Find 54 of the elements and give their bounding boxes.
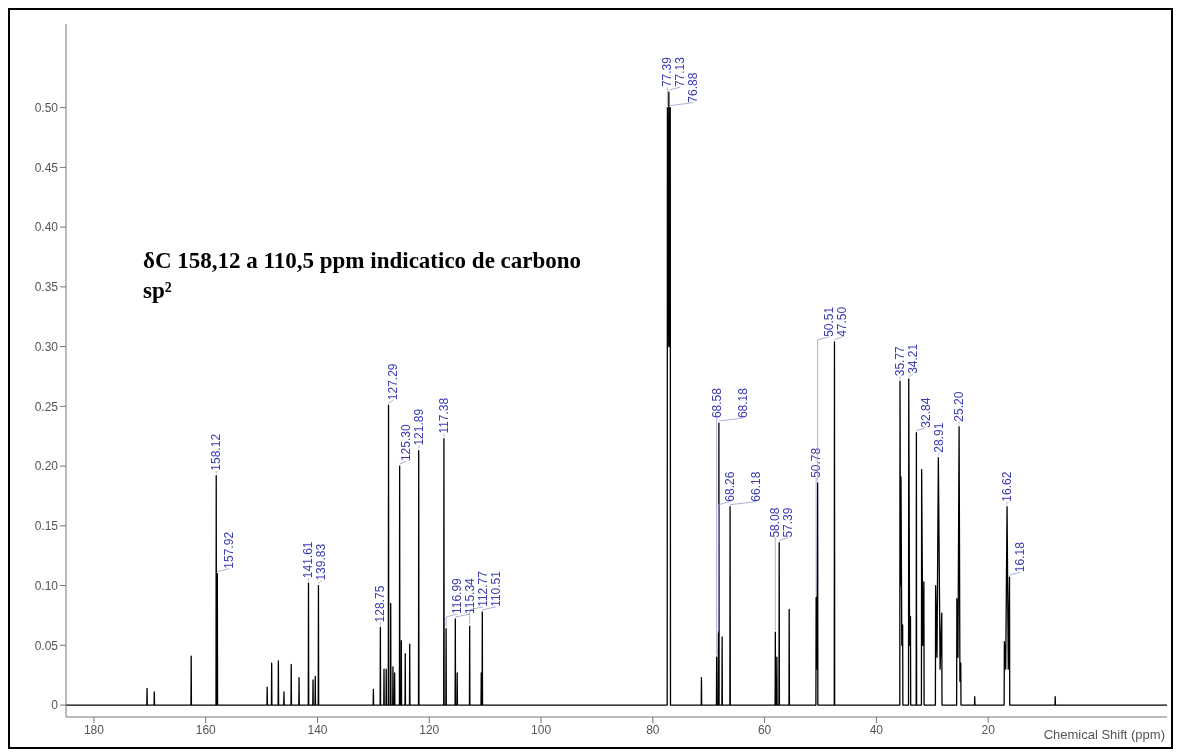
- y-tick-label: 0.50: [34, 100, 59, 115]
- annotation: 76.88: [686, 72, 701, 103]
- annotation: 32.84: [919, 397, 934, 428]
- x-tick-label: 100: [531, 722, 552, 737]
- annotation: 34.21: [906, 343, 921, 374]
- y-tick-label: 0.25: [34, 399, 59, 414]
- annotation: 50.78: [809, 447, 824, 478]
- annotation: 25.20: [952, 391, 967, 422]
- x-tick-label: 60: [757, 722, 772, 737]
- x-tick-label: 160: [195, 722, 217, 737]
- annotation: 66.18: [748, 471, 763, 502]
- annotation: 158.12: [209, 433, 224, 471]
- annotation: 16.62: [1000, 471, 1015, 502]
- y-tick-label: 0.35: [34, 280, 59, 295]
- x-tick-label: 20: [981, 722, 996, 737]
- annotation: 157.92: [222, 531, 237, 569]
- annotation: 77.39: [660, 56, 675, 88]
- annotation: 68.18: [735, 387, 750, 419]
- annotation: 116.99: [449, 577, 464, 615]
- y-tick-label: 0.40: [34, 220, 59, 235]
- annotation: 58.08: [768, 507, 783, 538]
- y-tick-label: 0.45: [34, 160, 59, 175]
- x-tick-label: 180: [83, 722, 105, 737]
- annotation: 141.61: [301, 541, 316, 579]
- annotation: 139.83: [314, 543, 329, 581]
- x-tick-label: 80: [646, 722, 660, 737]
- annotation: δC 158,12 a 110,5 ppm indicatico de carbono sp²: [143, 247, 583, 305]
- annotation: 35.77: [893, 345, 908, 377]
- annotation: 121.89: [412, 408, 427, 446]
- annotation: 128.75: [373, 585, 388, 623]
- annotation: 125.30: [399, 424, 414, 462]
- annotation: 28.91: [932, 422, 947, 453]
- annotation: 47.50: [835, 306, 850, 337]
- y-tick-label: 0: [51, 698, 59, 713]
- annotation: 115.34: [462, 577, 477, 615]
- annotation: 68.58: [709, 387, 724, 419]
- annotation: 68.26: [722, 471, 737, 502]
- y-tick-label: 0.30: [34, 339, 59, 354]
- annotation: 50.51: [822, 306, 837, 337]
- annotation: 110.51: [488, 570, 503, 607]
- x-tick-label: 140: [307, 722, 328, 737]
- x-tick-label: 40: [869, 722, 884, 737]
- y-tick-label: 0.10: [34, 578, 59, 593]
- y-tick-label: 0.05: [34, 638, 59, 653]
- y-tick-label: 0.15: [34, 519, 59, 534]
- x-axis-title: Chemical Shift (ppm): [1043, 727, 1165, 742]
- x-tick-label: 120: [419, 722, 440, 737]
- annotation: 117.38: [436, 397, 451, 434]
- y-tick-label: 0.20: [34, 459, 59, 474]
- annotation: 16.18: [1013, 541, 1028, 573]
- annotation: 127.29: [386, 363, 401, 401]
- annotation: 77.13: [673, 56, 688, 88]
- annotation: 112.77: [475, 570, 490, 607]
- annotation: 57.39: [781, 507, 796, 538]
